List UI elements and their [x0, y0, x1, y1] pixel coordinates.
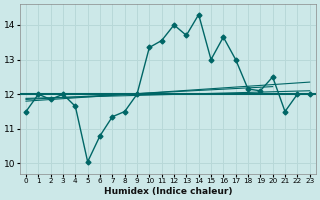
X-axis label: Humidex (Indice chaleur): Humidex (Indice chaleur) [104, 187, 232, 196]
